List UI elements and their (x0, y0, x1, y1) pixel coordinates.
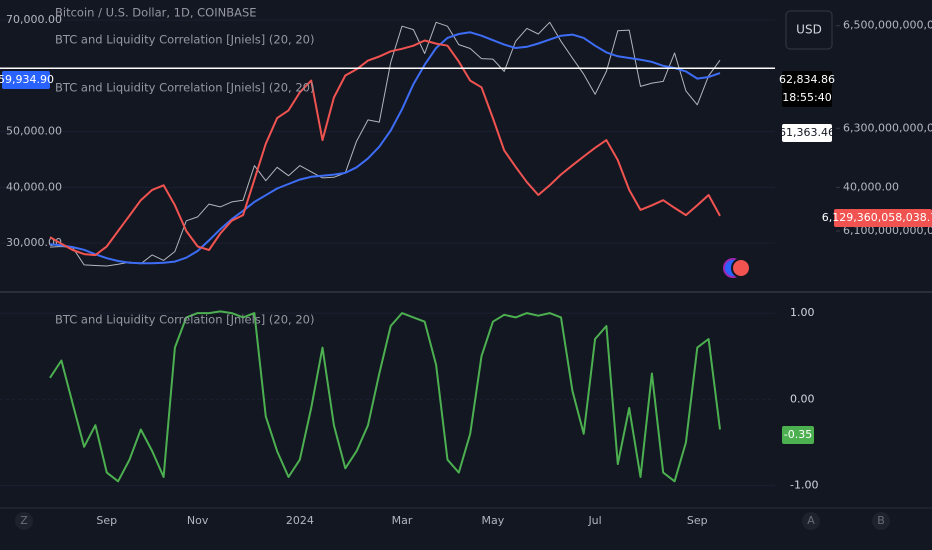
series-line (49, 21, 721, 267)
button-bg[interactable] (15, 512, 33, 530)
x-tick-label: Nov (187, 514, 209, 527)
price-tag: 61,363.46 (779, 126, 835, 139)
price-tag: 59,934.90 (0, 73, 54, 86)
correlation-tag: -0.35 (784, 428, 812, 441)
liquidity-tag: 6,129,360,058,038.73 (822, 211, 932, 224)
y2-tick-label: 6,300,000,000,000.00 (843, 121, 932, 134)
y-tick-label: -1.00 (790, 479, 818, 492)
x-tick-label: 2024 (286, 514, 314, 527)
legend-entry: BTC and Liquidity Correlation [Jniels] (… (55, 33, 314, 47)
countdown-tag: 18:55:40 (782, 91, 831, 104)
y-tick-label: 50,000.00 (6, 125, 62, 138)
x-tick-label: Sep (96, 514, 117, 527)
series-line (49, 310, 721, 483)
right-price-tick-label: 40,000.00 (843, 180, 899, 193)
price-tag: 62,834.86 (779, 73, 835, 86)
y2-tick-label: 6,100,000,000,000.00 (843, 224, 932, 237)
price-tag-bg (782, 124, 832, 142)
x-tick-label: Sep (687, 514, 708, 527)
auto-button[interactable]: A (807, 514, 815, 527)
series-line (49, 31, 721, 265)
price-tag-bg (782, 71, 832, 89)
correlation-tag-bg (782, 426, 814, 444)
x-tick-label: Jul (587, 514, 601, 527)
price-tag-bg (2, 71, 50, 89)
y-tick-label: 40,000.00 (6, 180, 62, 193)
b-button[interactable]: B (877, 514, 885, 527)
series-line (49, 39, 721, 257)
countdown-tag-bg (782, 89, 832, 107)
button-bg[interactable] (802, 512, 820, 530)
y-tick-label: 0.00 (790, 392, 815, 405)
currency-button[interactable] (785, 10, 833, 50)
y2-tick-label: 6,500,000,000,000.00 (843, 19, 932, 32)
x-tick-label: Mar (392, 514, 413, 527)
y-tick-label: 1.00 (790, 306, 815, 319)
x-tick-label: May (482, 514, 505, 527)
legend-entry: Bitcoin / U.S. Dollar, 1D, COINBASE (55, 6, 257, 20)
y-tick-label: 70,000.00 (6, 13, 62, 26)
legend-entry: BTC and Liquidity Correlation [Jniels] (… (55, 81, 314, 95)
button-bg[interactable] (872, 512, 890, 530)
event-icon[interactable] (731, 258, 751, 278)
legend-entry: BTC and Liquidity Correlation [Jniels] (… (55, 313, 314, 327)
y-tick-label: 30,000.00 (6, 236, 62, 249)
currency-label[interactable]: USD (796, 23, 822, 37)
zoom-button[interactable]: Z (20, 514, 28, 527)
liquidity-tag-bg (834, 209, 932, 227)
